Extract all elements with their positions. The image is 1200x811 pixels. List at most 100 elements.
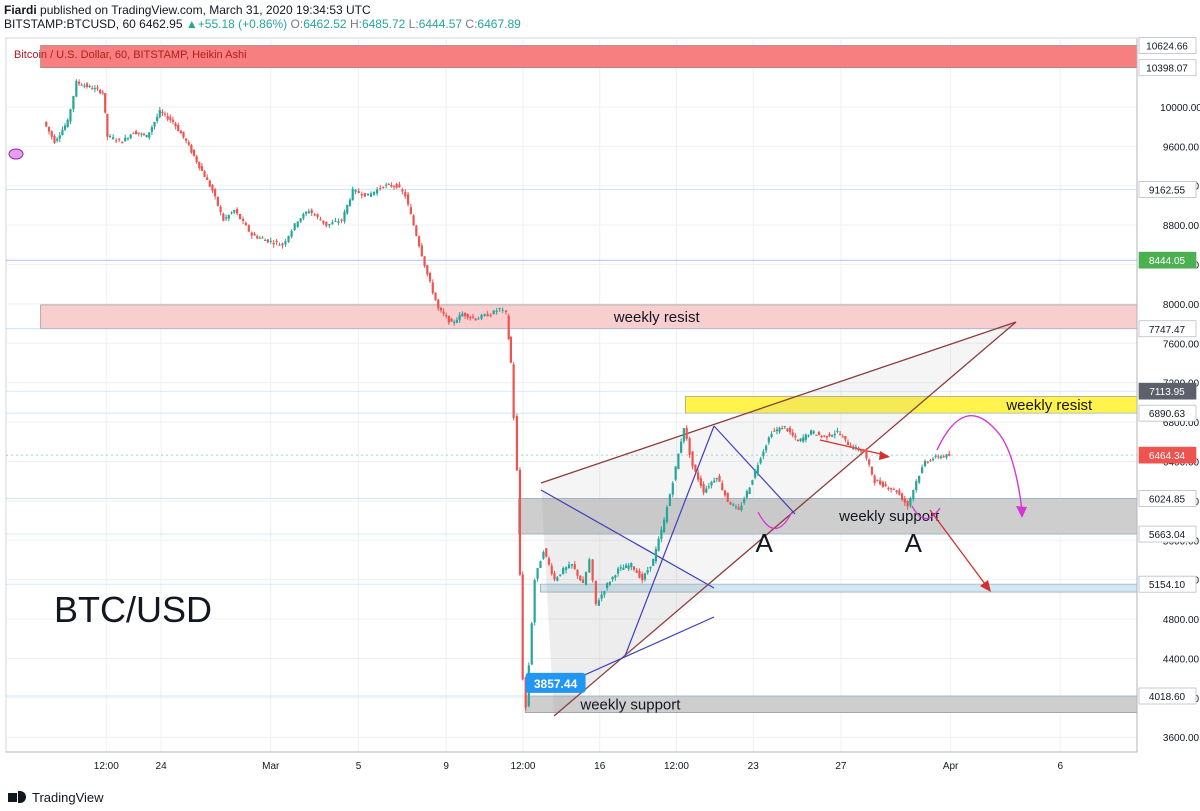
candle-body — [890, 488, 893, 490]
weekly-resist-2-label: weekly resist — [1005, 397, 1093, 414]
candle-body — [453, 322, 456, 324]
candle-body — [278, 244, 281, 246]
candle-body — [477, 318, 480, 320]
candle-body — [115, 140, 118, 142]
candle-body — [75, 80, 78, 97]
zone-layer: weekly resist weekly resist weekly support… — [40, 45, 1138, 713]
candle-body — [868, 459, 871, 465]
candle-body — [627, 565, 630, 569]
publisher-name[interactable]: Fiardi — [4, 3, 37, 17]
candle-body — [865, 450, 868, 459]
chart-grid — [5, 37, 1138, 753]
candle-body — [45, 121, 48, 127]
magenta-curve-1 — [757, 511, 793, 530]
candle-body — [588, 559, 591, 573]
chart-title: Bitcoin / U.S. Dollar, 60, BITSTAMP, Hei… — [14, 49, 247, 61]
candle-body — [581, 579, 585, 583]
candle-body — [759, 458, 762, 464]
candle-body — [458, 314, 461, 321]
candle-body — [211, 184, 214, 191]
candle-body — [224, 217, 228, 219]
price-tag-label: 5154.10 — [1149, 580, 1186, 591]
candle-body — [657, 538, 660, 551]
candle-body — [495, 310, 498, 313]
candle-body — [923, 460, 927, 467]
red-arrowhead-1 — [879, 451, 890, 460]
candle-body — [723, 490, 727, 496]
candle-body — [553, 573, 556, 580]
candle-body — [158, 110, 161, 117]
candle-body — [737, 507, 740, 510]
symbol-watermark: BTC/USD — [54, 589, 212, 630]
candle-body — [624, 565, 628, 568]
candle-body — [825, 436, 829, 438]
price-tick-label: 8800.00 — [1163, 221, 1200, 232]
candle-body — [106, 113, 109, 137]
candle-body — [775, 429, 779, 432]
candle-body — [663, 519, 666, 533]
candle-body — [195, 156, 198, 163]
candle-body — [674, 466, 677, 480]
price-tick-label: 6800.00 — [1163, 418, 1200, 429]
candle-body — [171, 119, 175, 122]
candle-body — [471, 316, 475, 318]
candle-body — [395, 183, 398, 188]
candle-body — [360, 194, 363, 196]
candle-body — [643, 573, 647, 580]
candle-body — [382, 186, 385, 188]
weekly-support-2-label: weekly support — [579, 696, 681, 713]
candle-body — [881, 481, 884, 487]
candle-body — [734, 506, 738, 508]
candle-body — [638, 570, 641, 578]
candle-body — [135, 131, 138, 135]
candle-body — [652, 558, 655, 566]
blue-line-down-2 — [713, 425, 796, 515]
candle-body — [137, 132, 140, 134]
candle-body — [337, 221, 340, 223]
low-callout-label: 3857.44 — [534, 677, 578, 691]
footer-brand[interactable]: TradingView — [32, 789, 104, 805]
candle-body — [903, 498, 906, 503]
close-label: C: — [465, 17, 478, 31]
candle-body — [841, 436, 844, 438]
weekly-support-1-label: weekly support — [838, 508, 940, 525]
candle-body — [680, 441, 683, 453]
weekly-resist-1-label: weekly resist — [613, 309, 701, 326]
candle-body — [63, 125, 67, 130]
candle-body — [518, 469, 522, 575]
time-tick-label: 5 — [356, 761, 362, 772]
price-tick-label: 3600.00 — [1163, 733, 1200, 744]
candle-body — [263, 239, 267, 241]
candle-body — [619, 567, 622, 569]
plot-area — [5, 37, 1138, 753]
weekly-resist-1-zone — [40, 304, 1138, 330]
magenta-curve-3 — [936, 415, 1023, 511]
price-tag-label: 7747.47 — [1149, 325, 1186, 336]
candle-body — [898, 490, 901, 495]
candle-body — [486, 313, 489, 317]
candle-body — [407, 194, 410, 205]
price-tag-label: 4018.60 — [1149, 692, 1186, 703]
candle-body — [387, 183, 390, 185]
pattern-label-a: A — [756, 528, 774, 558]
candle-body — [469, 317, 472, 319]
candle-body — [702, 483, 705, 493]
candle-body — [849, 445, 852, 448]
candle-body — [241, 219, 245, 221]
price-tag — [1138, 490, 1197, 507]
price-tag — [1138, 446, 1197, 464]
candle-body — [474, 318, 477, 321]
open-label: O: — [290, 17, 304, 31]
candle-body — [906, 500, 909, 507]
candle-body — [140, 133, 143, 135]
candle-body — [325, 221, 328, 226]
candle-body — [47, 126, 51, 132]
price-tick-label: 7600.00 — [1163, 339, 1200, 350]
candle-body — [111, 137, 115, 139]
level-lines — [6, 189, 1137, 697]
candle-body — [524, 677, 527, 708]
price-tag-label: 10398.07 — [1146, 64, 1188, 75]
candle-body — [530, 623, 533, 665]
candle-body — [783, 426, 786, 428]
